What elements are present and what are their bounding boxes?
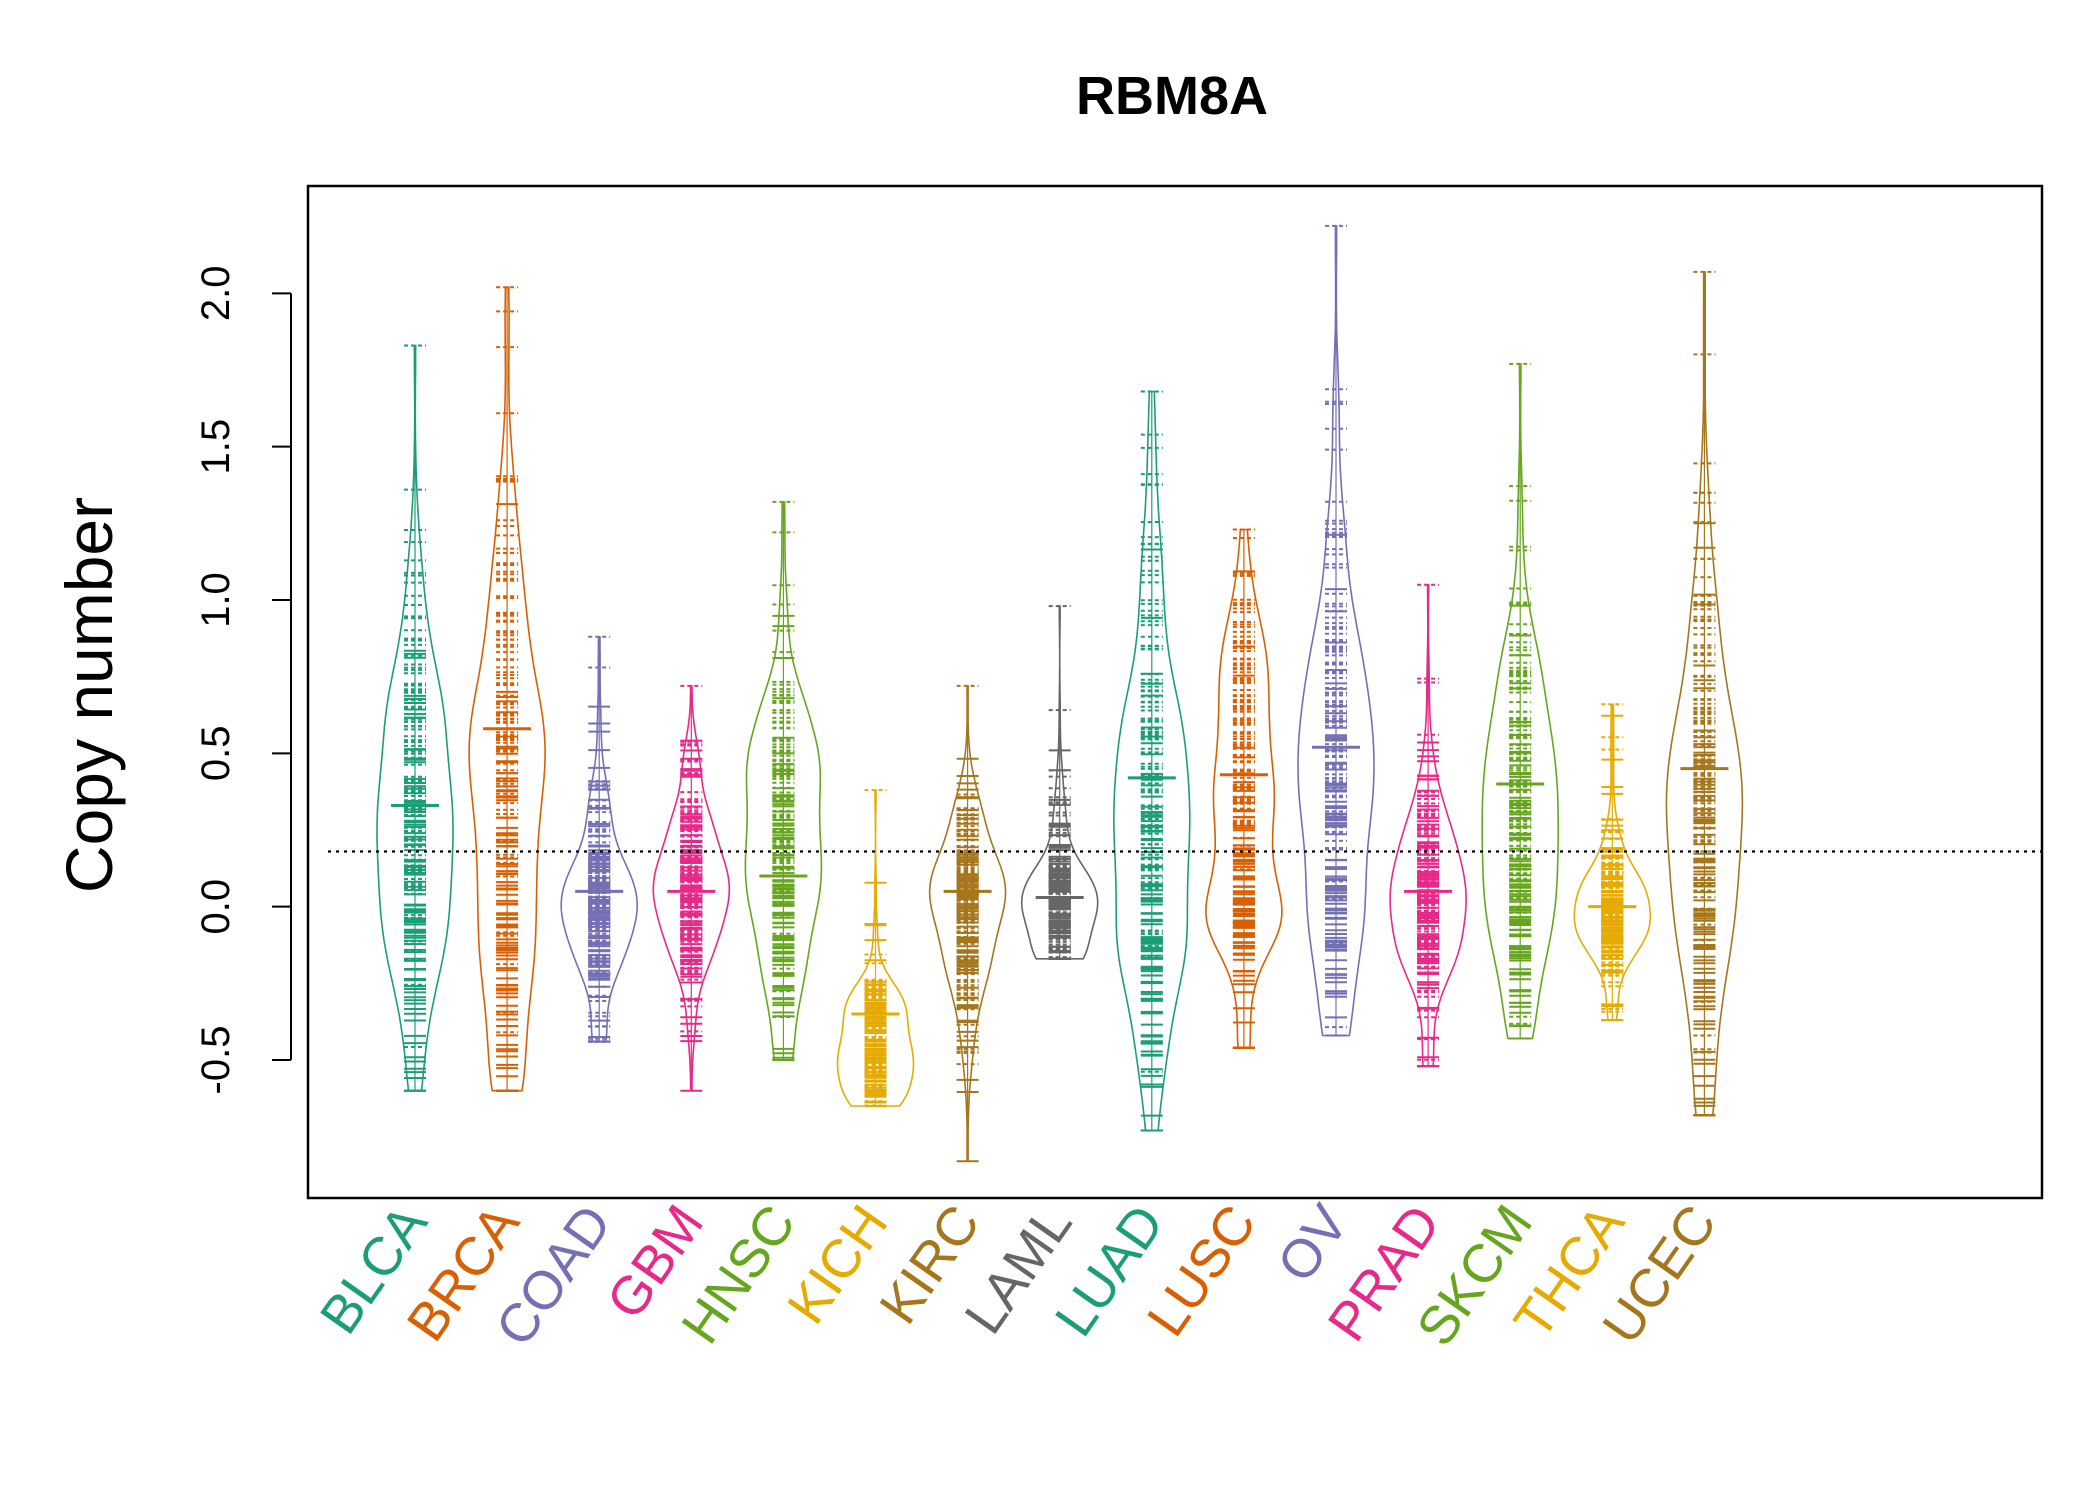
bean-laml <box>1020 605 1099 960</box>
bean-kich <box>836 789 915 1107</box>
y-tick-label: 0.5 <box>194 726 238 782</box>
bean-skcm <box>1481 362 1559 1040</box>
y-axis: -0.5 0.0 0.5 1.0 1.5 2.0 <box>194 266 292 1095</box>
bean-kirc <box>928 684 1007 1163</box>
bean-lusc <box>1205 528 1283 1049</box>
bean-luad <box>1112 390 1191 1132</box>
y-tick-label: 2.0 <box>194 266 238 322</box>
plot-layer: -0.50.00.51.01.52.0BLCABRCACOADGBMHNSCKI… <box>194 224 2042 1357</box>
chart-title: RBM8A <box>1076 66 1268 126</box>
y-tick-label: 0.0 <box>194 879 238 935</box>
bean-ov <box>1297 224 1375 1037</box>
bean-blca <box>376 344 454 1092</box>
y-axis-label: Copy number <box>52 497 126 893</box>
y-tick-label: 1.0 <box>194 572 238 628</box>
x-tick-label: KICH <box>776 1194 899 1334</box>
bean-thca <box>1573 703 1652 1022</box>
bean-hnsc <box>744 500 823 1061</box>
bean-ucec <box>1665 270 1744 1117</box>
bean-coad <box>560 635 639 1043</box>
bean-brca <box>468 286 546 1092</box>
y-tick-label: 1.5 <box>194 419 238 475</box>
bean-prad <box>1389 583 1467 1068</box>
bean-gbm <box>652 684 731 1092</box>
plot-frame <box>306 184 2044 1200</box>
y-tick-label: -0.5 <box>194 1026 238 1095</box>
